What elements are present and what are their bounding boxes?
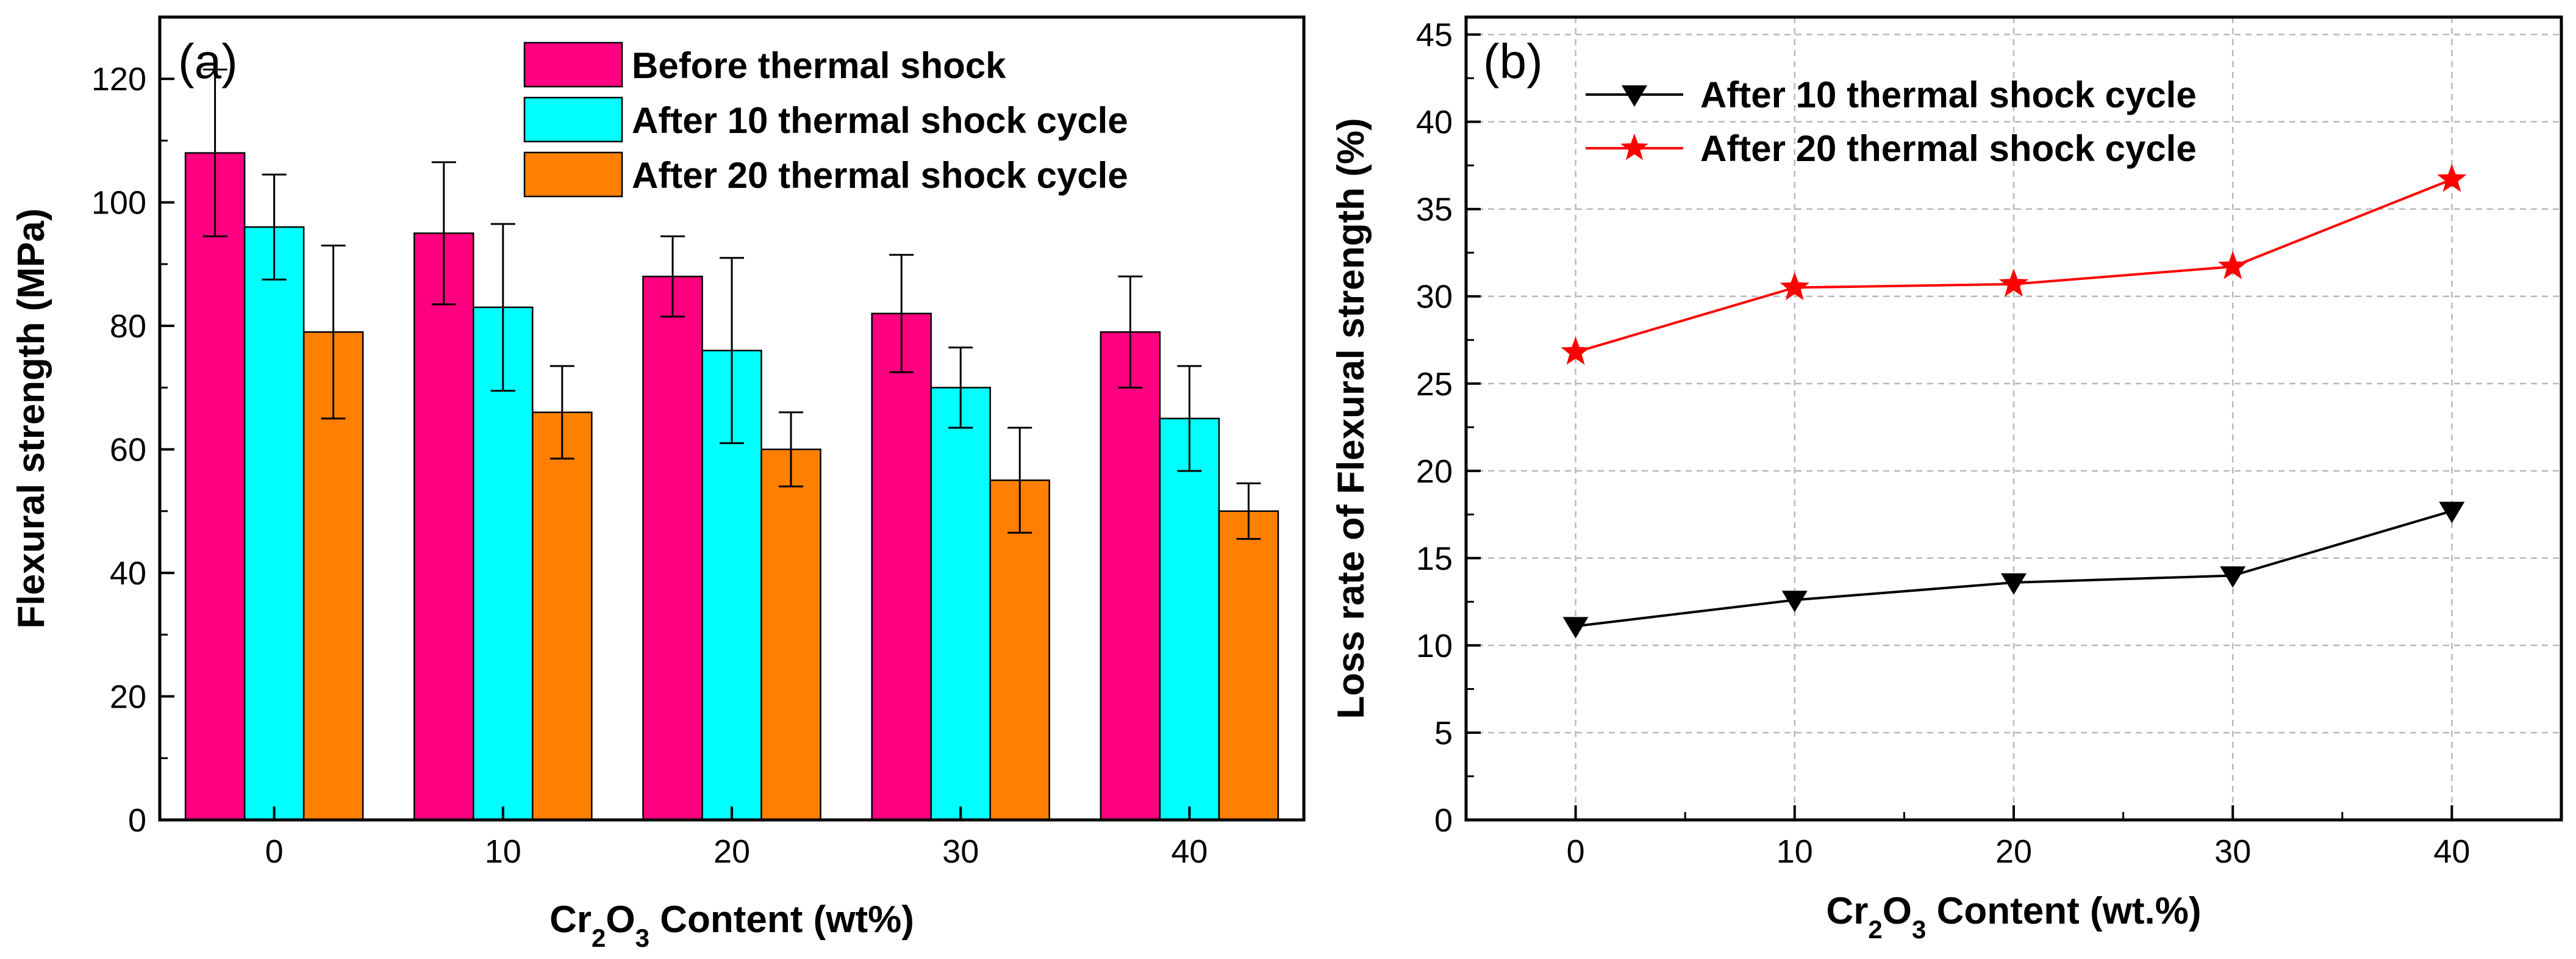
x-axis-title-b-part-0: Cr <box>1826 890 1869 932</box>
x-tick-label-b-30: 30 <box>2214 833 2251 870</box>
panel-label-b: (b) <box>1483 34 1543 88</box>
y-tick-label-b-45: 45 <box>1416 17 1453 54</box>
bar-s2-c1 <box>532 411 593 821</box>
y-axis-title-b: Loss rate of Flexural strength (%) <box>1330 118 1372 719</box>
bar-s0-c0 <box>184 152 246 821</box>
bar-s2-c2 <box>760 448 821 821</box>
marker-b-s1-p0 <box>1561 336 1590 365</box>
x-tick-label-a-0: 0 <box>265 833 284 870</box>
y-tick-label-a-0: 0 <box>128 802 146 839</box>
legend-label-a-0: Before thermal shock <box>632 45 1006 86</box>
marker-b-s0-p2 <box>2001 573 2027 595</box>
x-axis-title-a: Cr2O3 Content (wt%) <box>549 899 914 952</box>
y-tick-label-b-40: 40 <box>1416 104 1453 141</box>
x-tick-label-a-30: 30 <box>942 833 979 870</box>
bar-s1-c3 <box>930 387 991 821</box>
x-tick-label-a-40: 40 <box>1171 833 1208 870</box>
y-tick-label-b-35: 35 <box>1416 192 1453 228</box>
legend-label-b-1: After 20 thermal shock cycle <box>1700 128 2197 169</box>
y-tick-label-a-40: 40 <box>110 555 146 592</box>
bar-s0-c2 <box>642 275 703 821</box>
legend-label-a-1: After 10 thermal shock cycle <box>632 100 1128 141</box>
legend-swatch-a-2 <box>523 151 623 198</box>
y-tick-label-b-15: 15 <box>1416 541 1453 577</box>
x-axis-title-b-part-1: 2 <box>1868 915 1882 944</box>
marker-b-s0-p4 <box>2439 501 2465 523</box>
legend-swatch-a-1 <box>523 96 623 143</box>
x-tick-label-a-10: 10 <box>485 833 521 870</box>
legend-marker-b-1 <box>1620 134 1648 160</box>
legend-marker-b-0 <box>1622 85 1647 107</box>
x-tick-label-b-0: 0 <box>1567 833 1585 870</box>
bar-s2-c4 <box>1218 510 1279 821</box>
bar-s1-c4 <box>1159 417 1220 821</box>
y-tick-label-a-100: 100 <box>91 185 146 221</box>
y-tick-label-b-30: 30 <box>1416 279 1453 315</box>
x-axis-title-b-part-2: O <box>1883 890 1912 932</box>
marker-b-s1-p3 <box>2218 251 2248 279</box>
marker-b-s1-p1 <box>1780 271 1809 301</box>
panel-label-a: (a) <box>178 34 238 88</box>
y-tick-label-b-5: 5 <box>1434 715 1453 752</box>
x-tick-label-b-20: 20 <box>1995 833 2032 870</box>
x-axis-title-b-part-3: 3 <box>1912 915 1926 944</box>
legend-swatch-a-0 <box>523 41 623 88</box>
x-tick-label-b-40: 40 <box>2433 833 2470 870</box>
marker-b-s1-p4 <box>2437 163 2467 192</box>
marker-b-s0-p1 <box>1781 591 1808 612</box>
x-axis-title-a-part-4: Content (wt%) <box>649 899 914 941</box>
y-tick-label-a-80: 80 <box>110 308 146 345</box>
bar-s0-c1 <box>413 232 474 821</box>
x-axis-title-a-part-1: 2 <box>592 924 606 952</box>
x-axis-title-b: Cr2O3 Content (wt.%) <box>1826 890 2202 944</box>
x-tick-label-a-20: 20 <box>714 833 750 870</box>
y-axis-title-a: Flexural strength (MPa) <box>10 209 52 629</box>
legend-label-a-2: After 20 thermal shock cycle <box>632 155 1128 196</box>
bar-s1-c0 <box>243 226 305 821</box>
marker-b-s0-p0 <box>1562 617 1589 639</box>
x-axis-title-b-part-4: Content (wt.%) <box>1926 890 2201 932</box>
bar-s0-c3 <box>871 312 932 821</box>
y-tick-label-b-25: 25 <box>1416 366 1453 403</box>
bar-s0-c4 <box>1100 331 1161 821</box>
marker-b-s0-p3 <box>2220 566 2246 588</box>
y-tick-label-b-0: 0 <box>1434 802 1453 839</box>
panel-b-line-chart: 0 5 10 15 20 25 30 35 40 45 0 10 20 30 40 Loss rate of … <box>1330 15 2563 944</box>
y-tick-label-b-20: 20 <box>1416 453 1453 490</box>
y-tick-label-a-60: 60 <box>110 432 146 469</box>
panel-a-bar-chart: 0 20 40 60 80 100 120 0 10 20 30 40 Flexural strengt… <box>10 15 1306 952</box>
x-axis-title-a-part-3: 3 <box>635 924 649 952</box>
marker-b-s1-p2 <box>1998 268 2029 297</box>
x-axis-title-a-part-2: O <box>606 899 635 941</box>
y-tick-label-a-20: 20 <box>110 679 146 716</box>
legend-label-b-0: After 10 thermal shock cycle <box>1700 74 2197 115</box>
x-tick-label-b-10: 10 <box>1776 833 1813 870</box>
y-tick-label-b-10: 10 <box>1416 628 1453 664</box>
x-axis-title-a-part-0: Cr <box>549 899 592 941</box>
y-tick-label-a-120: 120 <box>91 61 146 98</box>
